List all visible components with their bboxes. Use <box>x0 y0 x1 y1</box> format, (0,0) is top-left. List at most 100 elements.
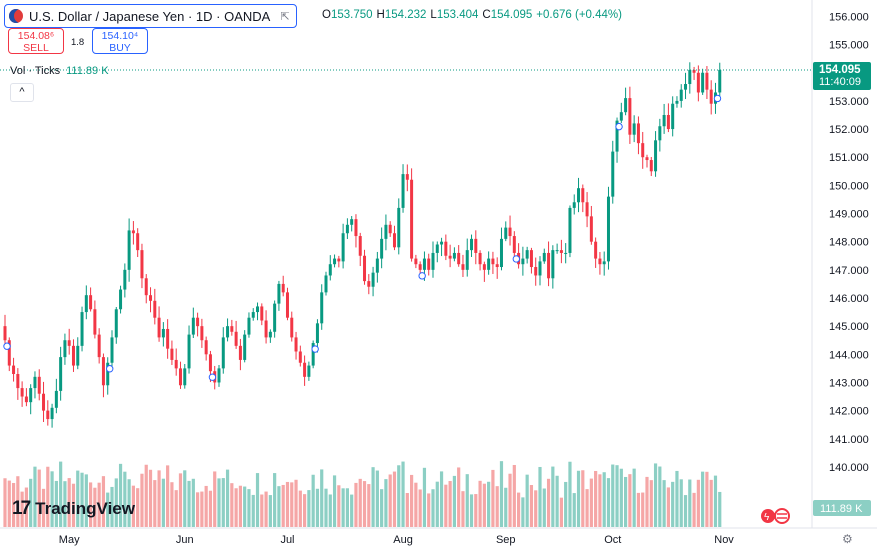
candle-body <box>217 368 221 383</box>
volume-bar <box>482 483 486 527</box>
event-marker[interactable] <box>3 342 11 350</box>
volume-bar <box>11 482 16 527</box>
candle-body <box>294 337 298 352</box>
x-tick-label: Jun <box>176 534 194 546</box>
candle-body <box>101 357 105 386</box>
event-marker[interactable] <box>208 373 217 381</box>
y-tick-label: 149.000 <box>829 209 869 221</box>
tradingview-logo[interactable]: 17 TradingView <box>12 498 135 520</box>
volume-bar <box>542 488 546 527</box>
candle-body <box>440 241 444 245</box>
volume-bar <box>392 471 397 527</box>
candle-body <box>226 326 230 338</box>
volume-value: 111.89 K <box>820 503 863 515</box>
volume-bar <box>80 472 84 527</box>
flash-icon[interactable] <box>761 509 775 523</box>
candle-body <box>256 306 260 313</box>
candle-body <box>320 292 324 324</box>
volume-bar <box>568 461 572 527</box>
symbol-header[interactable]: U.S. Dollar / Japanese Yen · 1D · OANDA … <box>4 4 297 28</box>
y-tick-label: 143.000 <box>829 377 869 389</box>
candle-body <box>478 252 482 265</box>
volume-bar <box>213 471 217 527</box>
buy-button[interactable]: 154.10⁴ BUY <box>92 28 148 54</box>
candle-body <box>589 216 593 242</box>
us-flag-icon[interactable] <box>774 508 790 524</box>
volume-bar <box>41 488 46 527</box>
expand-icon[interactable]: ⇱ <box>280 10 290 23</box>
last-price-value: 154.095 <box>819 64 861 76</box>
candle-body <box>568 207 572 253</box>
volume-bar <box>332 475 337 527</box>
time-axis[interactable]: May Jun Jul Aug Sep Oct Nov <box>59 534 735 546</box>
volume-bar <box>281 484 285 527</box>
volume-bar <box>388 474 392 527</box>
sell-button[interactable]: 154.08⁶ SELL <box>8 28 64 54</box>
candle-body <box>666 114 670 130</box>
candle-body <box>59 357 63 391</box>
candle-body <box>628 98 632 135</box>
candle-body <box>67 340 71 346</box>
volume-bar <box>465 474 469 527</box>
candle-body <box>298 351 302 363</box>
volume-bar <box>718 491 722 527</box>
volume-bar <box>200 491 204 527</box>
volume-bar <box>658 466 662 527</box>
event-marker[interactable] <box>512 255 521 263</box>
event-marker[interactable] <box>713 94 722 103</box>
candle-body <box>547 252 551 279</box>
candle-body <box>606 196 610 262</box>
candle-body <box>110 337 114 363</box>
volume-bar <box>666 487 670 527</box>
event-marker[interactable] <box>418 272 426 280</box>
y-tick-label: 148.000 <box>829 237 869 249</box>
ohlc-key: H <box>376 9 385 21</box>
volume-bar <box>521 497 525 527</box>
candle-body <box>131 230 135 234</box>
candlesticks <box>3 62 722 428</box>
candle-body <box>354 219 358 237</box>
volume-bar <box>71 483 76 527</box>
volume-bar <box>174 490 178 527</box>
event-marker[interactable] <box>615 122 623 131</box>
candle-body <box>285 292 289 318</box>
event-marker[interactable] <box>106 365 114 373</box>
event-icons[interactable]: ϟ <box>761 508 790 524</box>
volume-bar <box>24 487 28 527</box>
volume-bar <box>255 473 260 527</box>
volume-bar <box>148 469 153 527</box>
ohlc-value: 153.750 <box>330 9 373 21</box>
event-marker[interactable] <box>311 345 319 353</box>
volume-bar <box>546 478 551 527</box>
candle-body <box>512 236 516 253</box>
sell-label: SELL <box>23 42 49 54</box>
y-tick-label: 155.000 <box>829 40 869 52</box>
candle-body <box>696 72 700 93</box>
volume-bar <box>341 488 345 527</box>
volume-bar <box>196 492 200 527</box>
settings-icon[interactable]: ⚙ <box>842 532 853 546</box>
y-tick-label: 140.000 <box>829 462 869 474</box>
volume-bar <box>311 474 315 527</box>
volume-bar <box>247 489 251 527</box>
candle-body <box>444 241 448 256</box>
ohlc-key: C <box>482 9 491 21</box>
symbol-title: U.S. Dollar / Japanese Yen · 1D · OANDA <box>29 8 271 24</box>
volume-legend[interactable]: Vol · Ticks 111.89 K <box>10 65 109 77</box>
candle-body <box>452 252 456 259</box>
collapse-legend-button[interactable]: ^ <box>10 83 34 102</box>
sell-price: 154.08⁶ <box>17 30 55 42</box>
y-tick-label: 144.000 <box>829 349 869 361</box>
volume-bar <box>157 470 161 527</box>
candle-body <box>63 340 67 358</box>
candle-body <box>457 252 461 265</box>
candle-body <box>636 123 640 144</box>
y-tick-label: 141.000 <box>829 434 869 446</box>
volume-bar <box>225 469 230 527</box>
candle-body <box>448 255 452 259</box>
candle-body <box>208 354 212 372</box>
candle-body <box>315 323 319 344</box>
candle-body <box>534 267 538 276</box>
volume-bar <box>54 480 58 527</box>
